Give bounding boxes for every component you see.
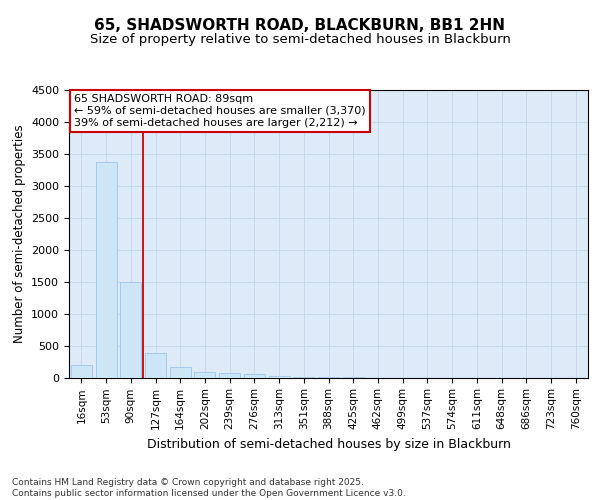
Text: 65 SHADSWORTH ROAD: 89sqm
← 59% of semi-detached houses are smaller (3,370)
39% : 65 SHADSWORTH ROAD: 89sqm ← 59% of semi-… bbox=[74, 94, 366, 128]
Bar bbox=[95, 162, 116, 378]
Bar bbox=[120, 282, 141, 378]
Text: Contains HM Land Registry data © Crown copyright and database right 2025.
Contai: Contains HM Land Registry data © Crown c… bbox=[12, 478, 406, 498]
Bar bbox=[145, 352, 166, 378]
Bar bbox=[269, 376, 290, 378]
Bar bbox=[293, 377, 314, 378]
Bar bbox=[170, 368, 191, 378]
Y-axis label: Number of semi-detached properties: Number of semi-detached properties bbox=[13, 124, 26, 343]
Text: Size of property relative to semi-detached houses in Blackburn: Size of property relative to semi-detach… bbox=[89, 32, 511, 46]
Text: 65, SHADSWORTH ROAD, BLACKBURN, BB1 2HN: 65, SHADSWORTH ROAD, BLACKBURN, BB1 2HN bbox=[95, 18, 505, 32]
Bar bbox=[244, 374, 265, 378]
X-axis label: Distribution of semi-detached houses by size in Blackburn: Distribution of semi-detached houses by … bbox=[146, 438, 511, 450]
Bar bbox=[71, 364, 92, 378]
Bar bbox=[194, 372, 215, 378]
Bar bbox=[219, 374, 240, 378]
